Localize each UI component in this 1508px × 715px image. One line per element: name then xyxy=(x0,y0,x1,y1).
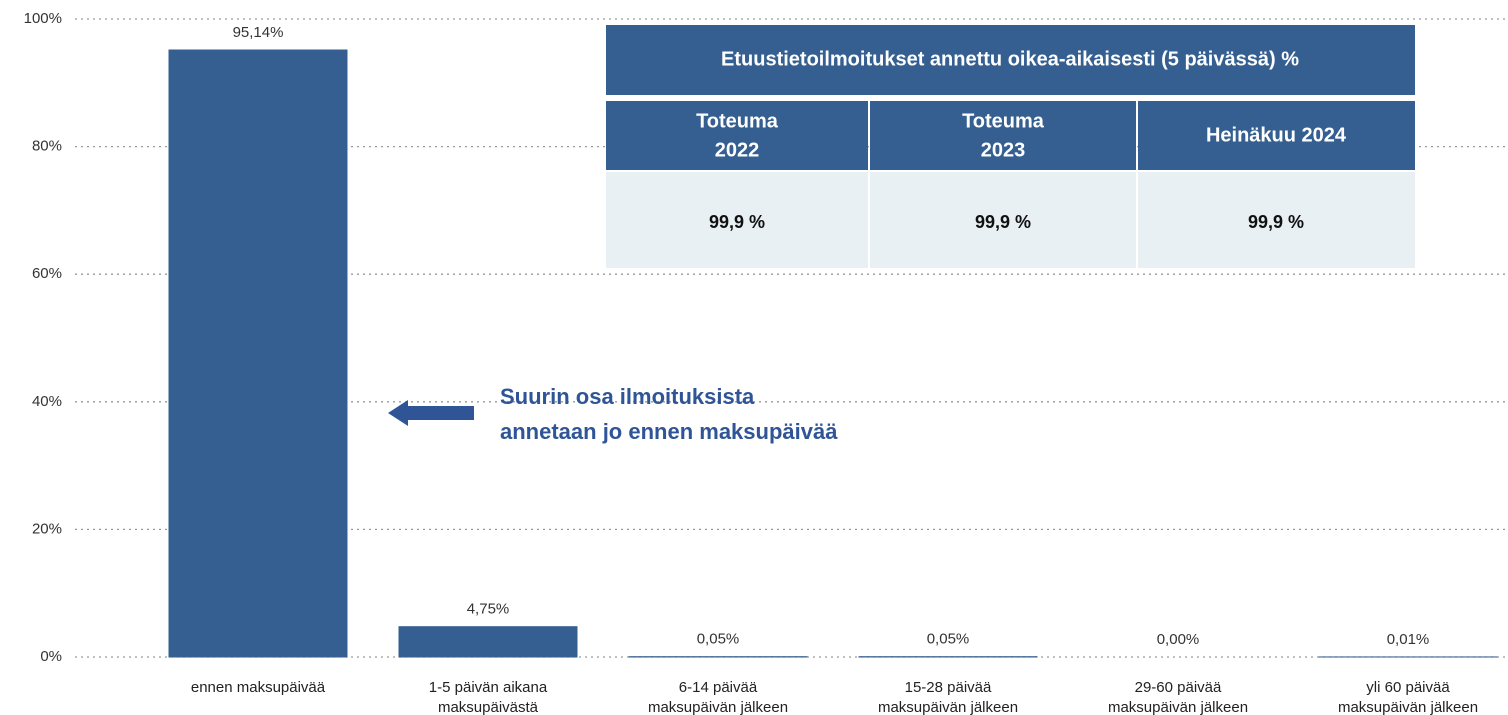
table-header: Toteuma xyxy=(696,110,779,132)
data-label: 0,05% xyxy=(927,631,970,648)
table-cell-text: 99,9 % xyxy=(1248,212,1304,232)
x-tick-label: 15-28 päivää xyxy=(905,679,992,696)
y-tick-label: 60% xyxy=(32,265,62,282)
data-label: 0,05% xyxy=(697,631,740,648)
x-tick-label: 6-14 päivää xyxy=(679,679,758,696)
y-tick-label: 20% xyxy=(32,520,62,537)
data-label: 0,00% xyxy=(1157,631,1200,648)
x-tick-label: 1-5 päivän aikana xyxy=(429,679,548,696)
table-cell-text: 99,9 % xyxy=(975,212,1031,232)
y-tick-label: 40% xyxy=(32,393,62,410)
x-tick-label: maksupäivän jälkeen xyxy=(1338,699,1478,715)
table-header-cell xyxy=(606,101,868,170)
table-header: 2023 xyxy=(981,139,1026,161)
y-tick-label: 0% xyxy=(40,648,62,665)
data-label: 4,75% xyxy=(467,601,510,618)
table-header: Toteuma xyxy=(962,110,1045,132)
annotation-arrow-head xyxy=(388,400,408,426)
table-cell xyxy=(870,172,1136,268)
x-tick-label: maksupäivän jälkeen xyxy=(1108,699,1248,715)
table-title-cell xyxy=(606,25,1415,95)
table-cell xyxy=(606,172,868,268)
y-tick-label: 100% xyxy=(24,10,62,27)
x-tick-label: ennen maksupäivää xyxy=(191,679,326,696)
x-tick-label: yli 60 päivää xyxy=(1366,679,1450,696)
x-tick-label: maksupäivästä xyxy=(438,699,539,715)
table-header-cell xyxy=(870,101,1136,170)
table-header: 2022 xyxy=(715,139,760,161)
table-cell xyxy=(1138,172,1415,268)
y-tick-label: 80% xyxy=(32,138,62,155)
table-header-cell xyxy=(1138,101,1415,170)
table-title: Etuustietoilmoitukset annettu oikea-aika… xyxy=(721,48,1299,70)
table-header: Heinäkuu 2024 xyxy=(1206,124,1347,146)
table: Toteuma 2022 Toteuma 2023 Heinäkuu 2024 99,9 … xyxy=(696,110,1347,231)
table-cell-text: 99,9 % xyxy=(709,212,765,232)
data-label: 0,01% xyxy=(1387,631,1430,648)
annotation: annetaan jo ennen maksupäivää xyxy=(500,419,838,444)
x-tick-label: maksupäivän jälkeen xyxy=(648,699,788,715)
bars: ennen maksupäivää 95,14% 1-5 päivän aikana… xyxy=(168,24,1498,715)
x-tick-label: maksupäivän jälkeen xyxy=(878,699,1018,715)
annotation: Suurin osa ilmoituksista xyxy=(500,384,755,409)
bar xyxy=(168,49,348,658)
data-label: 95,14% xyxy=(233,24,284,41)
bar xyxy=(398,626,578,658)
x-tick-label: 29-60 päivää xyxy=(1135,679,1222,696)
